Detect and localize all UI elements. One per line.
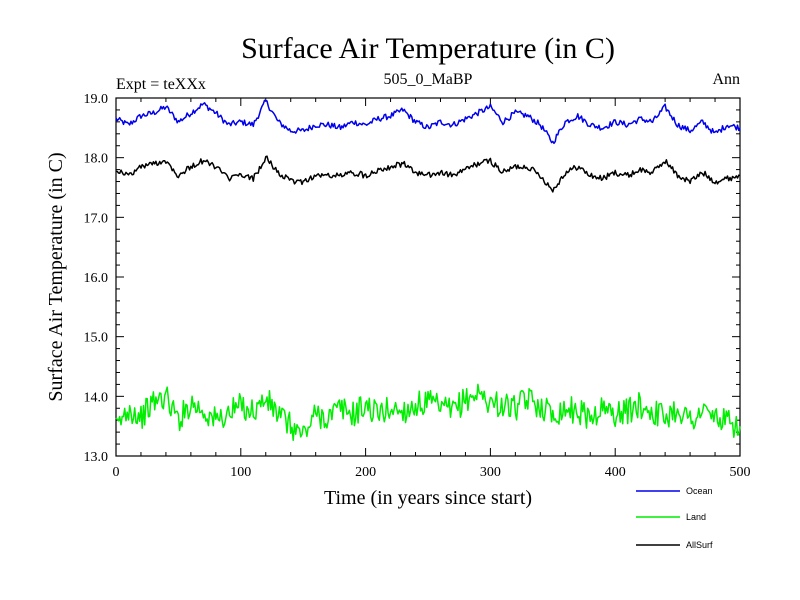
x-tick-label: 500 <box>730 465 751 480</box>
axis-ticks: 0 100 200 300 400 500 13.0 14.0 15.0 16.0 17.0 18.0… <box>84 92 751 480</box>
y-tick-label: 13.0 <box>84 450 109 465</box>
chart-subtitle: 505_0_MaBP <box>384 71 473 88</box>
series-line-allsurf <box>116 155 741 193</box>
x-tick-label: 100 <box>230 465 251 480</box>
y-tick-label: 17.0 <box>84 211 109 226</box>
series-lines <box>115 99 741 442</box>
plot-frame <box>115 97 741 457</box>
y-tick-label: 16.0 <box>84 271 109 286</box>
y-tick-label: 14.0 <box>84 390 109 405</box>
legend: Ocean Land AllSurf <box>636 486 713 550</box>
legend-label-allsurf: AllSurf <box>686 540 713 550</box>
y-tick-label: 18.0 <box>84 152 109 167</box>
x-tick-label: 400 <box>605 465 626 480</box>
experiment-label: Expt = teXXx <box>116 76 206 93</box>
legend-label-ocean: Ocean <box>686 486 713 496</box>
series-line-land <box>115 383 741 442</box>
x-tick-label: 300 <box>480 465 501 480</box>
series-line-ocean <box>115 99 741 145</box>
period-label: Ann <box>712 71 740 88</box>
legend-label-land: Land <box>686 512 706 522</box>
y-axis-label: Surface Air Temperature (in C) <box>45 152 67 401</box>
plot-area: 0 100 200 300 400 500 13.0 14.0 15.0 16.0 17.0 18.0… <box>84 92 751 480</box>
x-tick-label: 200 <box>355 465 376 480</box>
x-tick-label: 0 <box>113 465 120 480</box>
y-tick-label: 19.0 <box>84 92 109 107</box>
chart-title: Surface Air Temperature (in C) <box>241 32 615 65</box>
y-tick-label: 15.0 <box>84 331 109 346</box>
x-axis-label: Time (in years since start) <box>324 487 532 509</box>
